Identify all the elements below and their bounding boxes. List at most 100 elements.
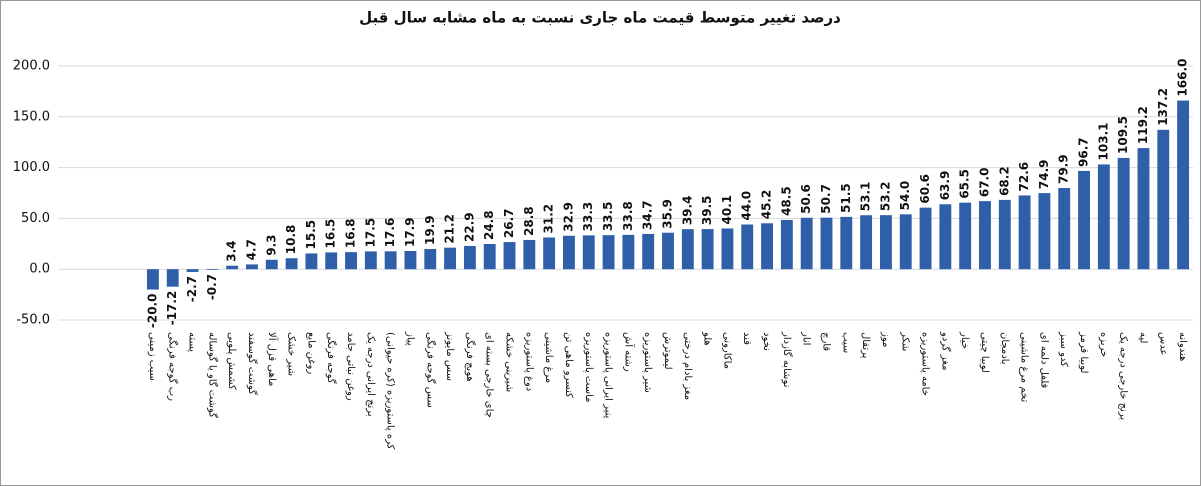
bar [186, 269, 199, 272]
bar [285, 258, 298, 270]
x-tick-label: پنیر ایرانی پاستوریزه [603, 332, 614, 419]
value-label: 51.5 [839, 183, 853, 213]
value-label: -0.7 [205, 274, 219, 300]
bar [503, 242, 516, 270]
bar [998, 199, 1011, 270]
x-tick-label: قارچ [820, 332, 831, 351]
value-label: 137.2 [1156, 88, 1170, 126]
bar [761, 223, 773, 270]
bar [919, 207, 932, 270]
value-label: 33.8 [621, 201, 635, 231]
bar [582, 235, 595, 270]
value-label: 15.5 [304, 220, 318, 250]
x-tick-label: هندوانه [1177, 332, 1188, 361]
bar [305, 253, 318, 270]
bar [939, 204, 952, 270]
bar [166, 269, 179, 287]
x-tick-label: هویج فرنگی [464, 332, 476, 382]
y-tick-label: 200.0 [13, 59, 50, 74]
value-label: 16.5 [324, 219, 338, 249]
bar [1078, 170, 1090, 270]
bar [543, 237, 556, 270]
value-label: 35.9 [661, 199, 675, 229]
value-label: 28.8 [522, 206, 536, 236]
bar [246, 264, 258, 270]
x-tick-label: شیر پاستوریزه [642, 332, 653, 393]
value-label: 31.2 [542, 204, 556, 234]
bar [800, 217, 813, 270]
value-label: 63.9 [938, 171, 952, 201]
x-tick-label: چای خارجی بسته ای [484, 332, 495, 418]
value-label: 45.2 [760, 190, 774, 220]
bar [1038, 193, 1051, 270]
x-tick-label: مرغ ماشینی [543, 332, 554, 383]
bar [642, 233, 655, 270]
x-tick-label: ماست پاستوریزه [583, 332, 594, 403]
x-tick-label: سس مایونز [444, 331, 455, 381]
x-tick-label: انار [801, 331, 812, 345]
value-label: 74.9 [1037, 159, 1051, 189]
bar [463, 245, 476, 270]
bar [1157, 129, 1170, 270]
x-tick-label: دوغ پاستوریزه [523, 332, 534, 391]
bar [662, 232, 674, 270]
value-label: 48.5 [779, 186, 793, 216]
bar [701, 229, 714, 270]
value-label: 44.0 [740, 191, 754, 221]
x-tick-label: شیر خشک [286, 332, 297, 376]
x-tick-label: بادمجان [999, 332, 1010, 365]
x-tick-label: کنسرو ماهی تن [563, 332, 574, 398]
bar [860, 215, 873, 270]
value-label: 68.2 [997, 166, 1011, 196]
bar [959, 202, 972, 270]
x-tick-label: نخود [761, 332, 772, 351]
value-label: 96.7 [1077, 137, 1091, 167]
bar [563, 235, 575, 270]
value-label: 109.5 [1116, 116, 1130, 154]
x-tick-label: شکر [900, 331, 911, 351]
y-tick-label: 0.0 [29, 262, 50, 277]
x-tick-label: ماکارونی [721, 332, 732, 369]
bar [1177, 100, 1190, 270]
x-tick-label: لوبیا چیتی [979, 332, 990, 373]
value-label: 19.9 [423, 215, 437, 245]
value-label: 79.9 [1057, 154, 1071, 184]
y-tick-label: 100.0 [13, 160, 50, 175]
bar [1097, 164, 1110, 270]
bar [899, 214, 912, 270]
value-label: 16.8 [344, 219, 358, 249]
x-tick-label: کشمش پلویی [226, 332, 237, 390]
y-tick-label: -50.0 [16, 313, 50, 328]
value-label: 10.8 [284, 225, 298, 255]
value-label: 67.0 [977, 168, 991, 198]
value-label: 54.0 [898, 181, 912, 211]
value-label: 40.1 [720, 195, 734, 225]
bar [1137, 148, 1150, 270]
x-tick-label: پیاز [404, 331, 415, 346]
x-tick-label: خربزه [1098, 332, 1109, 357]
value-label: 53.2 [878, 182, 892, 212]
value-label: 21.2 [443, 214, 457, 244]
x-tick-label: سس گوجه فرنگی [424, 332, 436, 408]
bar [1117, 157, 1130, 270]
value-label: -2.7 [185, 276, 199, 302]
bar [345, 252, 357, 270]
x-tick-label: خیار [959, 331, 970, 349]
x-tick-label: شیرینی خشکه [504, 332, 515, 392]
value-label: 33.5 [601, 202, 615, 232]
x-tick-label: مغز گردو [939, 331, 951, 370]
bar [1018, 195, 1031, 270]
bar [840, 216, 853, 270]
value-label: 53.1 [859, 182, 873, 212]
value-label: 17.6 [383, 218, 397, 248]
x-tick-label: مغز بادام درختی [682, 332, 693, 400]
value-label: 65.5 [958, 169, 972, 199]
value-label: -20.0 [145, 294, 159, 329]
x-tick-label: کره پاستوریزه (کره حیوانی) [385, 332, 396, 450]
x-tick-label: نوشابه گازدار [781, 331, 793, 387]
bar [602, 235, 615, 270]
value-label: 17.9 [403, 217, 417, 247]
bar [681, 229, 694, 270]
value-label: 26.7 [502, 208, 516, 238]
